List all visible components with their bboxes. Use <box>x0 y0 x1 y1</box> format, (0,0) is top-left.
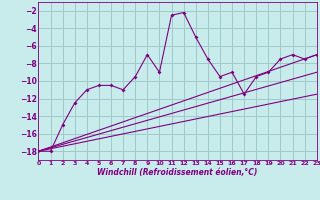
X-axis label: Windchill (Refroidissement éolien,°C): Windchill (Refroidissement éolien,°C) <box>97 168 258 177</box>
